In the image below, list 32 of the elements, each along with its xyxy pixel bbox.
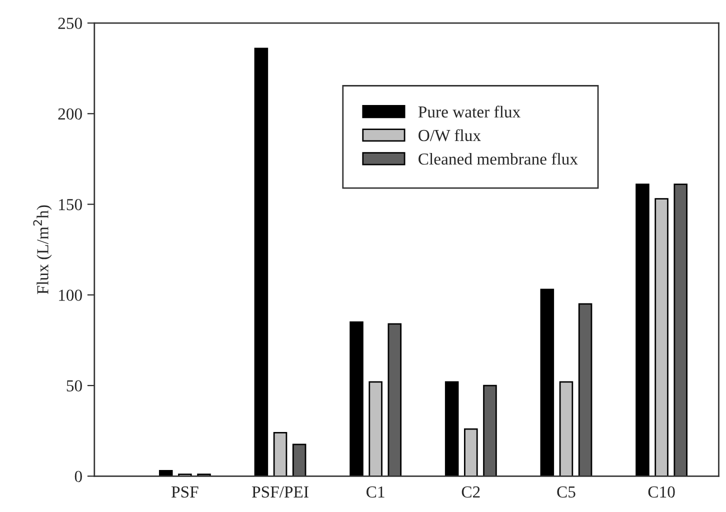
x-tick-label: C1 [366, 486, 384, 498]
x-tick-label: PSF/PEI [252, 486, 308, 498]
y-tick-label: 100 [59, 290, 82, 301]
y-axis-title: Flux (L/m$^{2}$h) [33, 205, 52, 294]
bar [292, 444, 306, 476]
x-tick-label: C2 [462, 486, 480, 498]
y-tick-label: 200 [58, 108, 82, 120]
bar [444, 381, 459, 476]
bar [654, 198, 668, 476]
bar [273, 432, 288, 476]
x-tick-label: C10 [648, 486, 675, 498]
bar [540, 288, 554, 476]
legend-label: Cleaned membrane flux [418, 152, 578, 165]
bar [388, 323, 402, 476]
y-tick-label: 50 [66, 380, 82, 392]
bar [636, 184, 650, 476]
y-tick-label: 250 [58, 18, 82, 29]
bar [578, 303, 592, 476]
y-tick-label: 0 [74, 470, 82, 482]
bar [674, 184, 688, 476]
bar [368, 381, 382, 476]
legend-label: O/W flux [418, 129, 481, 142]
y-tick-label: 150 [59, 198, 82, 210]
x-tick-label: PSF [172, 486, 198, 498]
bar [464, 428, 478, 476]
bar [350, 321, 364, 476]
legend-label: Pure water flux [418, 106, 520, 118]
x-tick-label: C5 [557, 486, 576, 498]
bar [559, 381, 574, 476]
bar [483, 384, 497, 476]
bar [158, 470, 173, 476]
bar [254, 48, 268, 476]
